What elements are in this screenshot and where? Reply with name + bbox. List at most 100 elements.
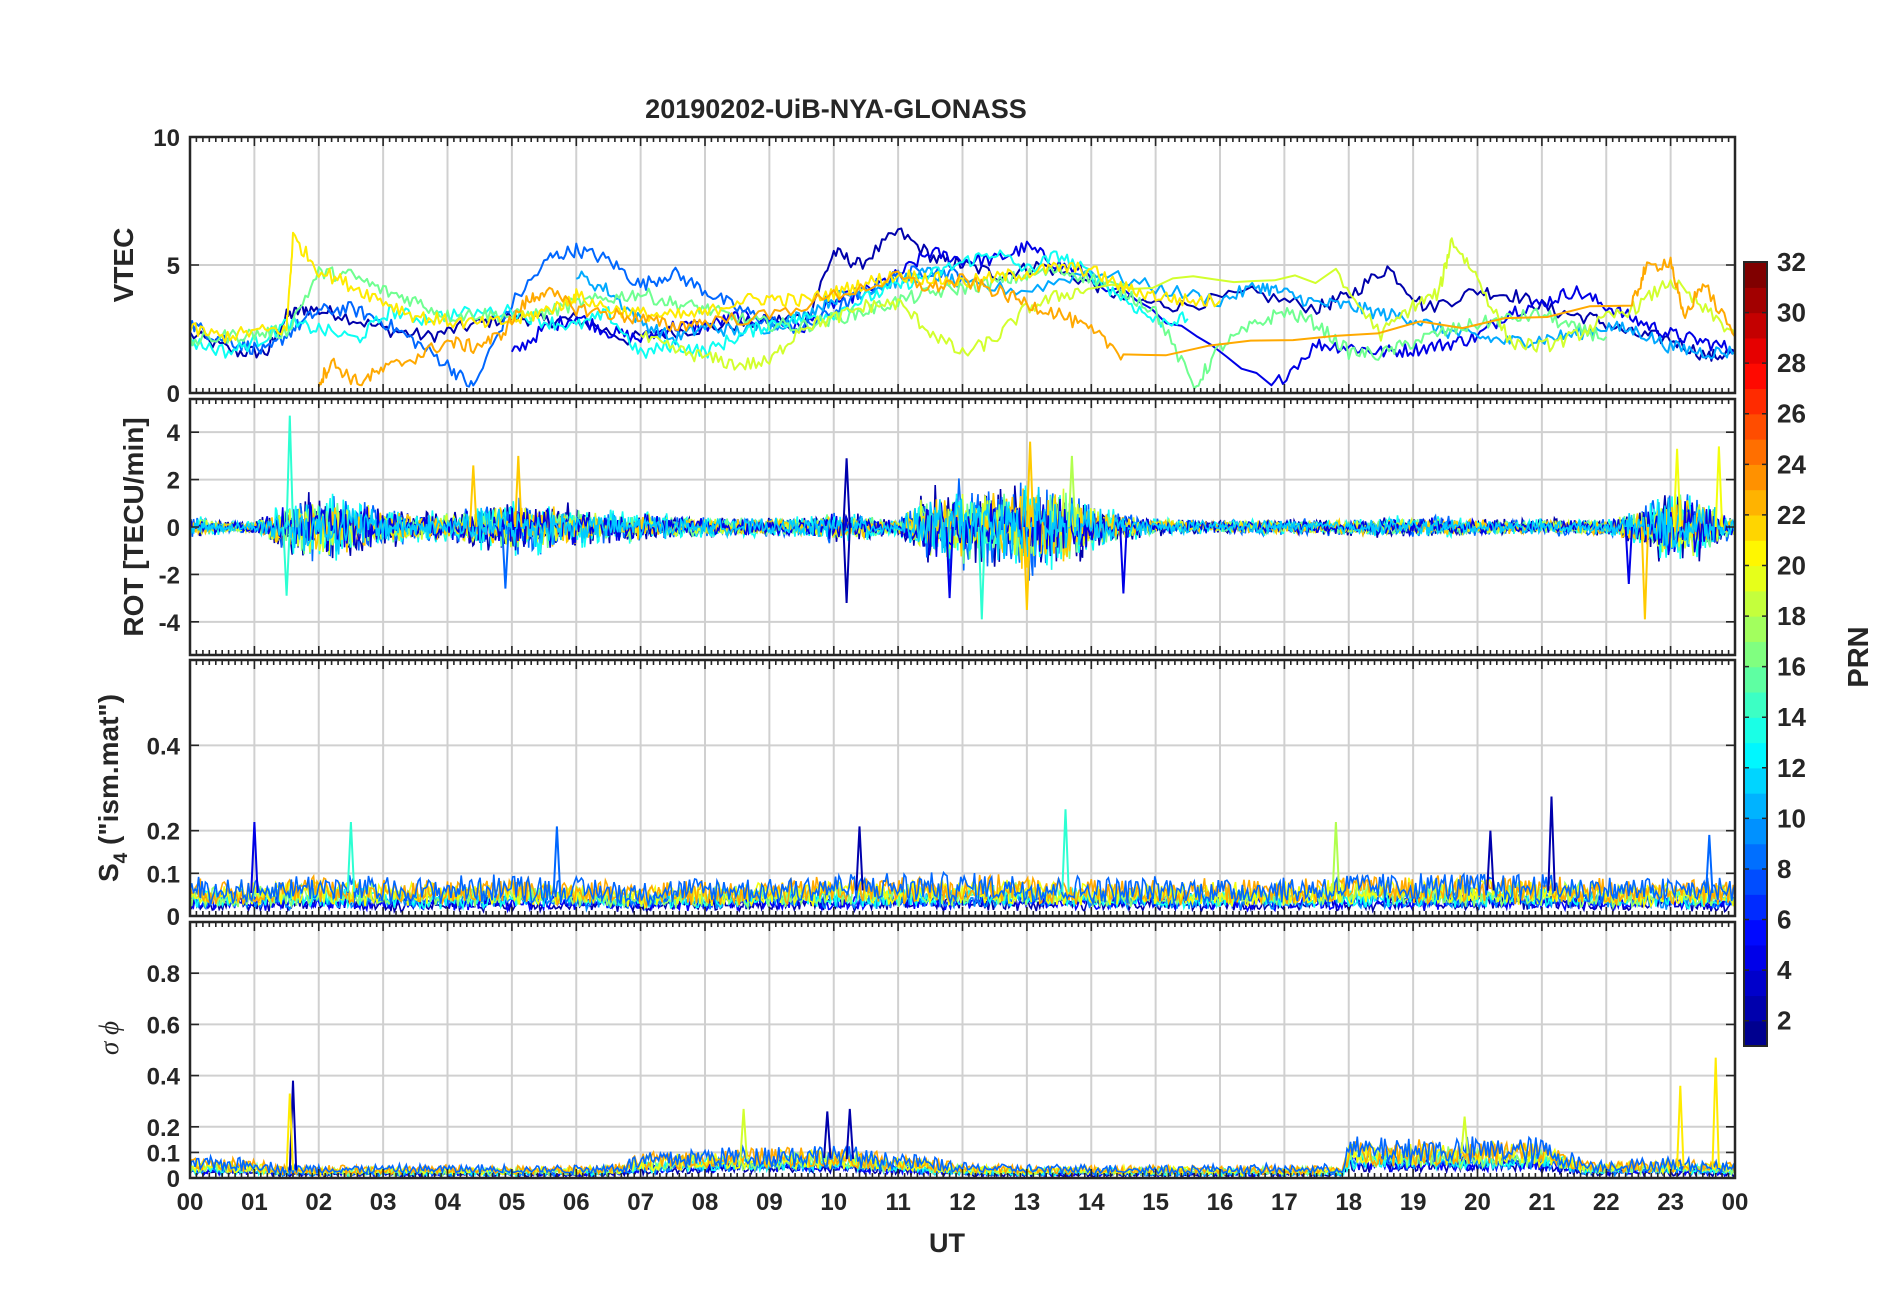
colorbar-segment	[1744, 767, 1767, 794]
colorbar-label: PRN	[1843, 626, 1875, 687]
colorbar-segment	[1744, 666, 1767, 693]
series-line-prn-13	[190, 249, 1189, 359]
spike-prn-22	[469, 465, 478, 528]
y-tick-label: -4	[159, 610, 181, 637]
colorbar-segment	[1744, 590, 1767, 617]
x-tick-label: 20	[1464, 1189, 1491, 1216]
colorbar-segment	[1744, 843, 1767, 870]
x-tick-label: 03	[370, 1189, 397, 1216]
colorbar-segment	[1744, 717, 1767, 744]
spike-prn-4	[1624, 526, 1633, 584]
colorbar-segment	[1744, 540, 1767, 567]
y-tick-label: 0.1	[147, 1140, 180, 1167]
x-axis-label: UT	[929, 1228, 965, 1258]
colorbar-segment	[1744, 919, 1767, 946]
colorbar-tick-label: 12	[1777, 753, 1806, 783]
colorbar-tick-label: 2	[1777, 1006, 1791, 1036]
x-tick-label: 22	[1593, 1189, 1620, 1216]
x-tick-label: 21	[1529, 1189, 1556, 1216]
y-tick-label: 5	[167, 253, 180, 280]
x-tick-label: 23	[1657, 1189, 1684, 1216]
y-axis-label: VTEC	[108, 228, 139, 303]
x-tick-label: 16	[1207, 1189, 1234, 1216]
y-tick-label: 4	[167, 420, 181, 447]
x-tick-label: 17	[1271, 1189, 1298, 1216]
x-tick-label: 10	[820, 1189, 847, 1216]
colorbar-segment	[1744, 894, 1767, 921]
spike-prn-22	[1640, 526, 1650, 620]
x-tick-label: 06	[563, 1189, 590, 1216]
x-tick-label: 18	[1335, 1189, 1362, 1216]
y-tick-label: 0	[167, 515, 180, 542]
y-tick-label: 0.1	[147, 861, 180, 888]
x-tick-label: 13	[1014, 1189, 1041, 1216]
x-tick-label: 09	[756, 1189, 783, 1216]
panel-s4-grid	[190, 660, 1735, 916]
x-tick-label: 04	[434, 1189, 461, 1216]
colorbar-tick-label: 14	[1777, 702, 1806, 732]
spike-prn-21	[285, 1093, 294, 1171]
panel-sigma_phi: 00.10.2 0.4 0.6 0.8 σ ϕ	[94, 920, 1737, 1193]
spike-prn-19	[1460, 1116, 1469, 1154]
spike-prn-18	[1067, 455, 1077, 528]
colorbar-segment	[1744, 641, 1767, 668]
x-tick-label: 19	[1400, 1189, 1427, 1216]
series-line-prn-8	[190, 242, 964, 388]
x-tick-label: 05	[499, 1189, 526, 1216]
y-axis-label: σ ϕ	[94, 1021, 124, 1055]
x-tick-label: 00	[177, 1189, 204, 1216]
y-tick-label: 0	[167, 904, 180, 931]
colorbar-segment	[1744, 413, 1767, 440]
spike-prn-22	[514, 455, 523, 528]
colorbar-segment	[1744, 439, 1767, 465]
x-tick-label: 12	[949, 1189, 976, 1216]
scint-trace-prn-8	[190, 870, 1735, 907]
panel-rot-x-ticks	[189, 399, 1736, 655]
x-tick-label: 02	[305, 1189, 332, 1216]
x-tick-label: 14	[1078, 1189, 1105, 1216]
colorbar-segment	[1744, 818, 1767, 845]
y-tick-label: 0	[167, 381, 180, 408]
colorbar-segment	[1744, 312, 1767, 339]
spike-prn-4	[250, 822, 259, 894]
colorbar-segment	[1744, 944, 1767, 971]
y-axis-label: ROT [TECU/min]	[118, 417, 149, 636]
rot-trace-prn-11	[190, 486, 1735, 561]
colorbar-segment	[1744, 464, 1767, 491]
colorbar-segment	[1744, 363, 1767, 390]
series-line-prn-21	[190, 231, 1221, 344]
x-tick-label: 08	[692, 1189, 719, 1216]
panel-sigma_phi-x-ticks	[189, 922, 1736, 1178]
spike-prn-22	[1022, 526, 1032, 611]
colorbar-tick-label: 18	[1777, 601, 1806, 631]
spike-prn-14	[346, 822, 356, 892]
series-line-prn-23	[317, 256, 1735, 387]
panel-rot: -4 -2 0 2 4 ROT [TECU/min]	[118, 397, 1737, 657]
colorbar-segment	[1744, 793, 1767, 819]
colorbar-tick-label: 22	[1777, 500, 1806, 530]
colorbar-tick-label: 32	[1777, 247, 1806, 277]
spike-prn-2	[842, 458, 851, 528]
y-axis-label: S4 ("ism.mat")	[93, 694, 132, 882]
y-tick-label: 0.2	[147, 1115, 180, 1142]
colorbar-tick-label: 30	[1777, 298, 1806, 328]
y-tick-label: 0.6	[147, 1012, 180, 1039]
spike-prn-4	[945, 526, 954, 599]
series-line-prn-19	[639, 237, 1735, 371]
colorbar-tick-label: 8	[1777, 854, 1791, 884]
spike-prn-8	[1705, 834, 1714, 894]
x-tick-label: 07	[627, 1189, 654, 1216]
y-tick-label: 0.4	[147, 1064, 181, 1091]
spike-prn-14	[977, 526, 986, 620]
colorbar-frame	[1743, 261, 1768, 1047]
colorbar-segment	[1744, 262, 1767, 288]
spike-prn-22	[1025, 441, 1035, 528]
colorbar-segment	[1744, 691, 1767, 718]
panel-vtec-plot	[190, 227, 1735, 390]
colorbar-tick-label: 28	[1777, 348, 1806, 378]
x-tick-label: 11	[885, 1189, 910, 1216]
spike-prn-14	[282, 526, 291, 596]
panel-rot-plot	[190, 415, 1735, 620]
